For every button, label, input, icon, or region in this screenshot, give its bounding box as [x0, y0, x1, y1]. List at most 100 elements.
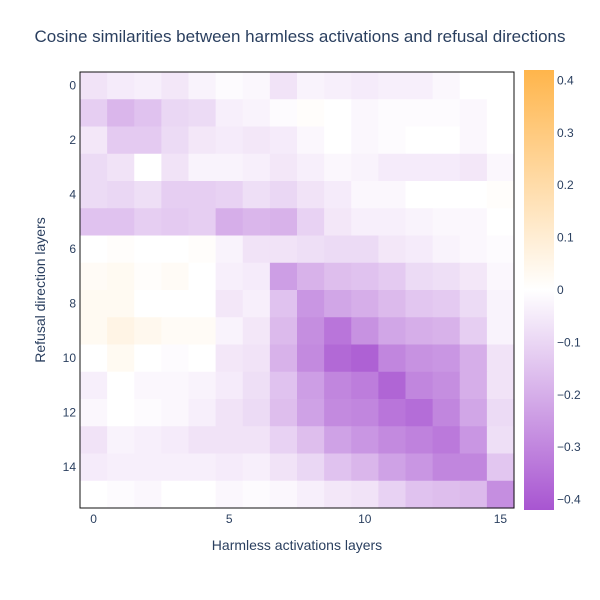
heatmap-cell: [351, 399, 379, 427]
heatmap-cell: [161, 235, 190, 264]
heatmap-cell: [432, 181, 461, 209]
heatmap-cell: [80, 235, 108, 264]
heatmap-cell: [351, 480, 379, 509]
heatmap-cell: [269, 99, 298, 128]
heatmap-cell: [80, 153, 108, 182]
heatmap-cell: [351, 99, 379, 128]
heatmap-cell: [107, 480, 135, 509]
heatmap-cell: [269, 399, 298, 427]
heatmap-cell: [242, 317, 271, 346]
heatmap-cell: [161, 153, 190, 182]
heatmap-cell: [405, 453, 434, 482]
heatmap-cell: [188, 99, 217, 128]
heatmap-cell: [107, 426, 135, 455]
heatmap-cell: [405, 262, 434, 291]
heatmap-cell: [134, 290, 162, 318]
heatmap-cell: [486, 262, 515, 291]
heatmap-cell: [378, 290, 407, 318]
heatmap-cell: [378, 99, 407, 128]
heatmap-cell: [134, 344, 162, 373]
plot-frame: [79, 71, 515, 509]
heatmap-cell: [459, 72, 488, 100]
heatmap-cell: [486, 99, 515, 128]
y-tick-label: 4: [69, 188, 76, 202]
heatmap-cell: [324, 453, 352, 482]
heatmap-cell: [324, 99, 352, 128]
heatmap-cell: [459, 153, 488, 182]
heatmap-cell: [242, 153, 271, 182]
x-tick-label: 15: [494, 512, 508, 526]
heatmap-cell: [107, 344, 135, 373]
heatmap-cell: [432, 290, 461, 318]
heatmap-cell: [161, 344, 190, 373]
heatmap-cell: [351, 371, 379, 400]
heatmap-cell: [107, 181, 135, 209]
heatmap-cell: [486, 181, 515, 209]
heatmap-cell: [351, 317, 379, 346]
y-axis-title: Refusal direction layers: [32, 217, 48, 363]
x-tick-label: 10: [358, 512, 372, 526]
y-tick-label: 2: [69, 133, 76, 147]
chart-title: Cosine similarities between harmless act…: [34, 27, 565, 46]
heatmap-cell: [405, 153, 434, 182]
heatmap-cell: [107, 262, 135, 291]
heatmap-cell: [134, 153, 162, 182]
heatmap-cell: [134, 99, 162, 128]
y-tick-label: 14: [63, 460, 77, 474]
heatmap-cell: [269, 480, 298, 509]
heatmap-cell: [188, 371, 217, 400]
heatmap-cell: [351, 72, 379, 100]
heatmap-cell: [297, 262, 325, 291]
heatmap-cell: [432, 235, 461, 264]
colorbar-tick-label: 0.4: [557, 73, 574, 87]
heatmap-cell: [432, 72, 461, 100]
heatmap-cell: [297, 99, 325, 128]
heatmap-cell: [188, 181, 217, 209]
heatmap-cell: [459, 453, 488, 482]
colorbar-ticks: 0.4 0.3 0.2 0.1 0 −0.1 −0.2 −0.3 −0.4: [557, 73, 581, 506]
heatmap-cell: [80, 181, 108, 209]
heatmap-cell: [351, 126, 379, 155]
colorbar-tick-label: 0.3: [557, 126, 574, 140]
heatmap-cell: [161, 99, 190, 128]
heatmap-cell: [459, 371, 488, 400]
heatmap-cell: [486, 153, 515, 182]
heatmap-cell: [459, 181, 488, 209]
heatmap-cell: [80, 126, 108, 155]
y-tick-label: 6: [69, 242, 76, 256]
heatmap-cell: [459, 126, 488, 155]
heatmap-cell: [432, 399, 461, 427]
colorbar: [524, 70, 554, 510]
heatmap-cell: [378, 344, 407, 373]
heatmap-cell: [215, 317, 244, 346]
heatmap-cell: [134, 317, 162, 346]
heatmap-cell: [242, 344, 271, 373]
heatmap-cell: [242, 399, 271, 427]
heatmap-cell: [324, 317, 352, 346]
heatmap-cell: [486, 344, 515, 373]
heatmap-cell: [188, 208, 217, 237]
heatmap-cell: [242, 72, 271, 100]
heatmap-cell: [188, 290, 217, 318]
heatmap-cell: [215, 99, 244, 128]
heatmap-cell: [107, 235, 135, 264]
heatmap-cell: [486, 453, 515, 482]
heatmap-cell: [188, 399, 217, 427]
heatmap-cell: [486, 290, 515, 318]
heatmap-cell: [351, 290, 379, 318]
heatmap-cell: [188, 153, 217, 182]
heatmap-cell: [80, 426, 108, 455]
heatmap-cell: [269, 371, 298, 400]
heatmap-cell: [297, 235, 325, 264]
heatmap-cell: [378, 262, 407, 291]
heatmap-cell: [405, 208, 434, 237]
heatmap-cell: [432, 208, 461, 237]
heatmap-cell: [297, 399, 325, 427]
heatmap-cell: [351, 453, 379, 482]
heatmap-cell: [134, 480, 162, 509]
heatmap-cell: [269, 453, 298, 482]
heatmap-cell: [80, 344, 108, 373]
heatmap-cell: [405, 99, 434, 128]
heatmap-cell: [324, 72, 352, 100]
